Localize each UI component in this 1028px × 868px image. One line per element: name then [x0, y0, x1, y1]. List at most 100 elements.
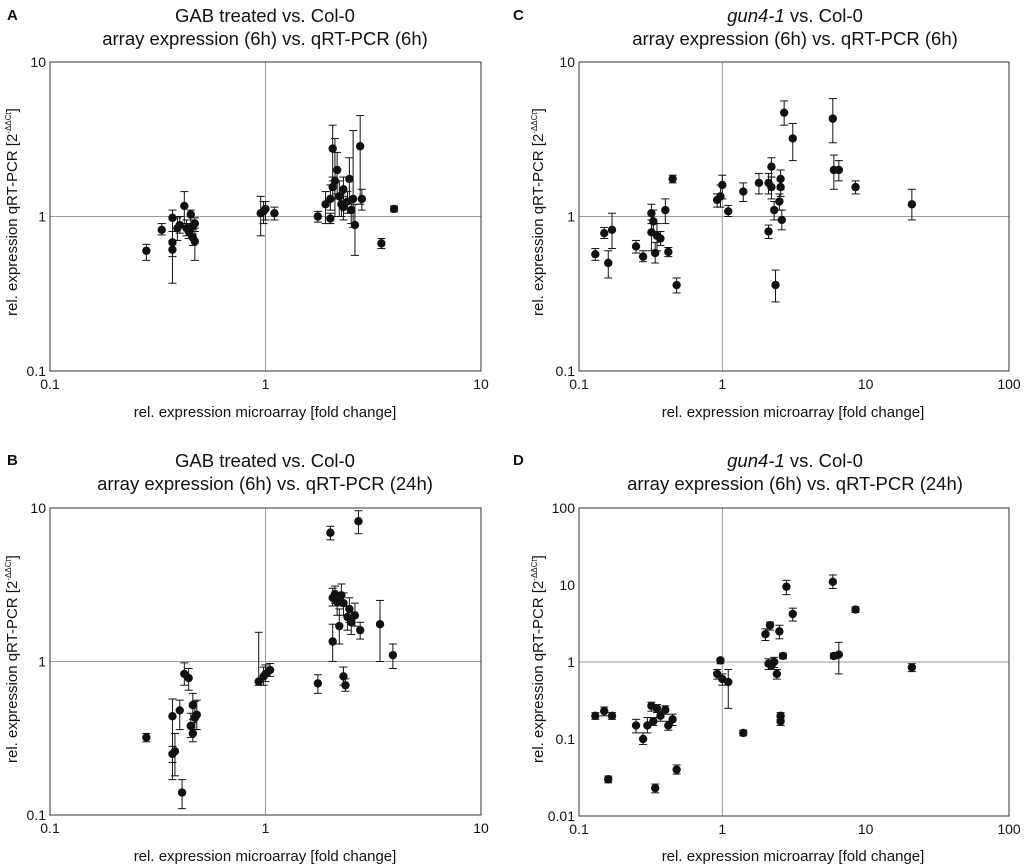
data-point: [656, 230, 665, 246]
data-point: [765, 621, 775, 631]
data-marker: [157, 225, 166, 235]
data-marker: [604, 775, 613, 784]
data-point: [638, 250, 648, 263]
data-point: [168, 209, 177, 232]
data-marker: [600, 228, 609, 238]
x-tick-label: 10: [473, 820, 489, 836]
data-marker: [348, 194, 358, 204]
data-point: [788, 122, 797, 162]
x-tick-label: 1: [718, 376, 726, 392]
data-point: [834, 160, 844, 182]
data-marker: [345, 174, 354, 184]
data-point: [254, 631, 263, 686]
y-tick-label: 0.1: [27, 807, 47, 823]
panel-label-c: C: [513, 7, 524, 24]
data-point: [788, 607, 797, 622]
data-marker: [270, 209, 279, 218]
data-point: [389, 204, 399, 214]
data-point: [764, 224, 773, 240]
data-marker: [776, 717, 785, 726]
x-axis-label-c: rel. expression microarray [fold change]: [661, 404, 925, 421]
x-tick-label: 1: [718, 821, 726, 837]
title-line2-a: array expression (6h) vs. qRT-PCR (6h): [102, 28, 428, 49]
data-marker: [661, 705, 670, 714]
y-tick-label: 10: [30, 54, 46, 70]
data-marker: [779, 108, 789, 117]
scatter-plot-a: 0.1 1 10 0.1 1 10: [27, 54, 489, 392]
y-tick-label: 1: [567, 654, 575, 670]
title-line2-d: array expression (6h) vs. qRT-PCR (24h): [627, 473, 963, 494]
data-point: [350, 203, 360, 256]
data-marker: [668, 174, 677, 184]
y-tick-label: 0.1: [27, 363, 47, 379]
y-tick-label: 1: [38, 209, 46, 225]
data-marker: [907, 200, 917, 209]
y-tick-label: 10: [559, 54, 575, 70]
data-marker: [326, 214, 335, 223]
data-marker: [771, 280, 780, 290]
data-marker: [591, 711, 600, 721]
y-tick-label: 10: [559, 577, 575, 593]
data-marker: [716, 656, 725, 665]
data-marker: [600, 706, 609, 716]
data-marker: [638, 734, 648, 744]
data-point: [341, 678, 350, 692]
data-marker: [754, 178, 764, 188]
data-marker: [761, 629, 770, 639]
data-marker: [347, 618, 356, 627]
data-marker: [175, 220, 184, 230]
title-italic-d: gun4-1: [727, 450, 785, 471]
data-marker: [775, 627, 784, 636]
data-point: [186, 209, 195, 225]
data-marker: [335, 621, 344, 631]
data-marker: [188, 700, 198, 710]
data-point: [828, 98, 838, 144]
data-marker: [767, 162, 776, 171]
data-point: [776, 178, 785, 197]
data-marker: [775, 197, 784, 206]
plot-frame: [49, 61, 482, 372]
data-marker: [672, 280, 681, 290]
x-axis-label-d: rel. expression microarray [fold change]: [661, 848, 925, 865]
data-marker: [652, 704, 662, 713]
data-marker: [175, 706, 184, 715]
title-line2-c: array expression (6h) vs. qRT-PCR (6h): [632, 28, 958, 49]
data-marker: [607, 711, 617, 721]
x-tick-label: 0.1: [40, 376, 60, 392]
data-marker: [769, 657, 779, 667]
data-point: [604, 775, 613, 784]
data-point: [718, 174, 727, 200]
data-marker: [664, 721, 673, 730]
x-tick-label: 0.1: [569, 376, 589, 392]
data-marker: [591, 250, 600, 259]
data-marker: [177, 788, 187, 797]
title-line1-a: GAB treated vs. Col-0: [175, 5, 355, 26]
data-point: [175, 216, 184, 234]
data-marker: [142, 246, 151, 255]
data-marker: [168, 712, 177, 721]
panel-d: D gun4-1 vs. Col-0 array expression (6h)…: [510, 437, 1028, 868]
data-point: [157, 223, 166, 236]
data-marker: [649, 717, 658, 726]
data-point: [270, 206, 279, 221]
data-point: [607, 711, 617, 721]
data-marker: [355, 625, 365, 635]
data-point: [328, 623, 337, 662]
y-tick-label: 0.1: [556, 363, 576, 379]
data-marker: [350, 611, 360, 620]
data-point: [631, 718, 641, 734]
data-point: [739, 728, 748, 738]
data-point: [761, 628, 770, 642]
data-point: [600, 226, 609, 240]
data-marker: [170, 747, 180, 756]
data-point: [339, 592, 348, 616]
data-point: [649, 209, 658, 232]
x-tick-label: 10: [858, 376, 874, 392]
data-marker: [350, 220, 360, 230]
data-marker: [186, 210, 195, 219]
data-point: [767, 176, 776, 200]
data-marker: [328, 637, 337, 646]
data-point: [672, 764, 681, 775]
panel-b: B GAB treated vs. Col-0 array expression…: [0, 437, 500, 868]
data-point: [345, 157, 354, 203]
